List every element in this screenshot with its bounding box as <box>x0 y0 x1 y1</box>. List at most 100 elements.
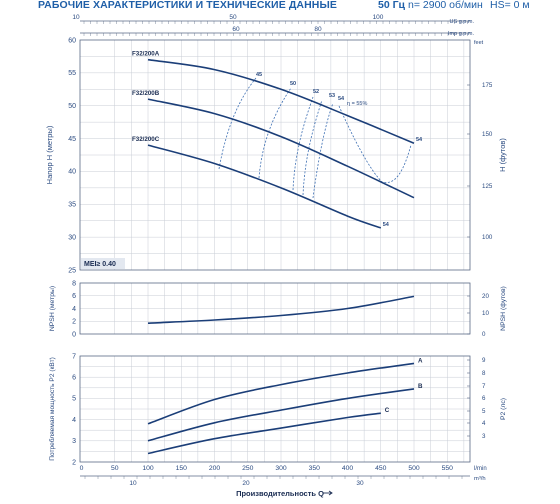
power-y2-axis-label: P2 (лс) <box>500 398 507 420</box>
mei-badge <box>81 258 125 269</box>
head-frame <box>79 39 471 271</box>
top-axis-us-tick-label: 100 <box>373 14 384 21</box>
npsh-y-tick-label: 6 <box>72 293 76 300</box>
power-series-label: A <box>418 357 423 364</box>
head-series-label: F32/200A <box>132 51 160 58</box>
power-y2-tick-label: 6 <box>482 395 486 402</box>
power-curve-A <box>147 362 415 425</box>
power-y-axis-label: Потребляемая мощность P2 (кВт) <box>48 357 56 461</box>
top-axis-us-tick-label: 50 <box>229 14 237 21</box>
x-tick-label: 550 <box>442 465 454 472</box>
efficiency-label: 50 <box>290 81 296 87</box>
efficiency-isoline <box>292 96 314 191</box>
npsh-y-tick-label: 4 <box>72 306 76 313</box>
head-y-axis-label: Напор H (метры) <box>45 125 54 184</box>
x2-tick-label: 30 <box>356 480 364 487</box>
power-curve-C <box>147 412 381 455</box>
npsh-y2-tick-label: 0 <box>482 331 486 338</box>
x-tick-label: 150 <box>176 465 188 472</box>
x-tick-label: 400 <box>342 465 354 472</box>
npsh-y2-tick-label: 20 <box>482 293 489 300</box>
npsh-y-tick-label: 0 <box>72 331 76 338</box>
x-tick-label: 350 <box>309 465 321 472</box>
efficiency-label: 54 <box>338 96 345 102</box>
head-y-tick-label: 35 <box>68 202 76 209</box>
npsh-y-tick-label: 8 <box>72 280 76 287</box>
efficiency-isoline <box>338 105 412 183</box>
power-y-tick-label: 6 <box>72 375 76 382</box>
top-axis-us-label: US g.p.m. <box>450 19 475 25</box>
power-y2-tick-label: 3 <box>482 433 486 440</box>
head-curve-F32/200B <box>147 98 415 199</box>
head-series-label: F32/200B <box>132 90 160 97</box>
x-axis-label: Производительность Q <box>236 489 324 498</box>
power-y-tick-label: 4 <box>72 417 76 424</box>
top-axis-imp-tick-label: 60 <box>232 26 240 33</box>
suction-height-label: HS= 0 м <box>490 0 530 11</box>
npsh-frame <box>79 282 471 335</box>
speed-label: n= 2900 об/мин <box>408 0 483 11</box>
efficiency-isoline <box>218 77 257 170</box>
top-axis-imp-label: Imp g.p.m. <box>448 31 474 37</box>
top-axis-us-tick-label: 10 <box>72 14 80 21</box>
x-tick-label: 50 <box>111 465 119 472</box>
head-y2-axis-label: H (футов) <box>498 138 507 172</box>
head-y2-tick-label: 175 <box>482 82 493 89</box>
efficiency-isoline <box>258 87 292 179</box>
power-series-label: C <box>385 407 390 414</box>
x2-tick-label: 10 <box>129 480 137 487</box>
npsh-y2-tick-label: 10 <box>482 310 489 317</box>
power-frame <box>79 355 471 463</box>
head-curve-end-label: 54 <box>416 137 423 143</box>
npsh-curve <box>147 295 415 324</box>
efficiency-isoline <box>302 99 323 196</box>
npsh-y-axis-label: NPSH (метры) <box>49 286 56 331</box>
x-tick-label: 500 <box>408 465 420 472</box>
power-series-label: B <box>418 383 423 390</box>
x-tick-label: 250 <box>242 465 254 472</box>
efficiency-label: 52 <box>313 89 319 95</box>
x-tick-label: 300 <box>275 465 287 472</box>
power-y-tick-label: 2 <box>72 459 76 466</box>
head-curve-F32/200A <box>147 58 415 144</box>
head-y2-tick-label: 100 <box>482 234 493 241</box>
x-tick-label: 100 <box>142 465 154 472</box>
x2-tick-label: 20 <box>242 480 250 487</box>
mei-badge-label: MEI≥ 0.40 <box>84 261 116 268</box>
x-tick-label: 0 <box>80 465 84 472</box>
power-y2-tick-label: 7 <box>482 383 486 390</box>
head-y2-tick-label: 150 <box>482 131 493 138</box>
head-curve-F32/200C <box>147 144 382 229</box>
power-y-tick-label: 3 <box>72 438 76 445</box>
efficiency-isoline <box>312 102 334 199</box>
frequency-label: 50 Гц <box>378 0 406 11</box>
x-unit-label: l/min <box>474 466 487 472</box>
header: РАБОЧИЕ ХАРАКТЕРИСТИКИ И ТЕХНИЧЕСКИЕ ДАН… <box>0 0 560 14</box>
head-y2-unit: feet <box>474 40 484 46</box>
head-y-tick-label: 60 <box>68 37 76 44</box>
head-y2-tick-label: 125 <box>482 183 493 190</box>
x2-unit-label: m³/h <box>474 476 486 482</box>
efficiency-label: η = 55% <box>347 101 367 107</box>
power-curve-B <box>147 388 415 442</box>
npsh-y2-axis-label: NPSH (футов) <box>500 286 507 331</box>
x-tick-label: 200 <box>209 465 221 472</box>
power-y2-tick-label: 8 <box>482 370 486 377</box>
head-curve-end-label: 54 <box>383 222 390 228</box>
power-y2-tick-label: 4 <box>482 420 486 427</box>
head-y-tick-label: 40 <box>68 169 76 176</box>
top-axis-imp-tick-label: 80 <box>314 26 322 33</box>
head-y-tick-label: 55 <box>68 70 76 77</box>
power-y-tick-label: 7 <box>72 353 76 360</box>
power-y-tick-label: 5 <box>72 396 76 403</box>
head-y-tick-label: 30 <box>68 234 76 241</box>
power-y2-tick-label: 9 <box>482 357 486 364</box>
x-axis-arrowhead <box>328 490 333 496</box>
efficiency-label: 45 <box>256 72 262 78</box>
efficiency-label: 53 <box>329 93 335 99</box>
power-y2-tick-label: 5 <box>482 408 486 415</box>
page-title: РАБОЧИЕ ХАРАКТЕРИСТИКИ И ТЕХНИЧЕСКИЕ ДАН… <box>38 0 337 11</box>
x-tick-label: 450 <box>375 465 387 472</box>
head-y-tick-label: 50 <box>68 103 76 110</box>
